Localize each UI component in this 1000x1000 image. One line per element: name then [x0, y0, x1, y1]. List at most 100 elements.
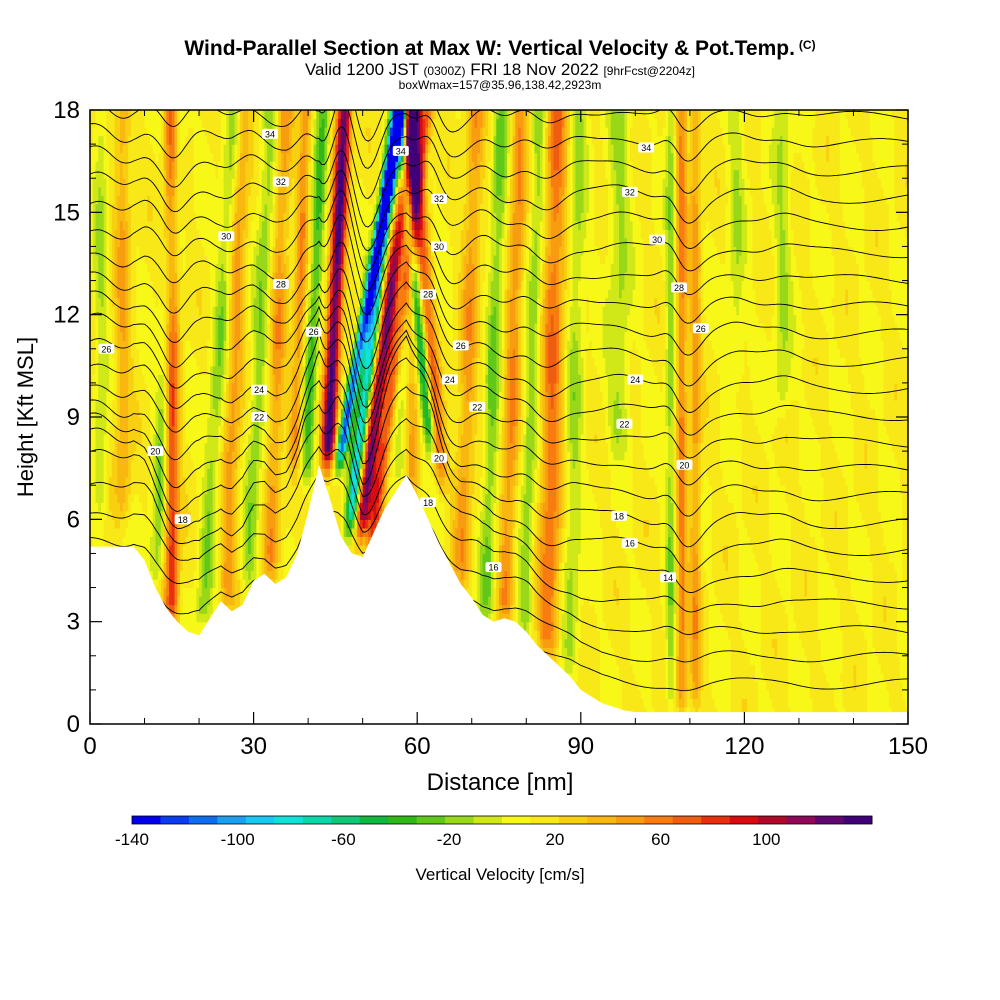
- w-cell: [109, 289, 113, 299]
- w-cell: [218, 263, 222, 273]
- w-cell: [158, 212, 162, 222]
- w-cell: [226, 220, 230, 230]
- w-cell: [190, 186, 195, 196]
- w-cell: [182, 314, 187, 324]
- w-cell: [256, 570, 260, 580]
- w-cell: [95, 135, 99, 145]
- w-cell: [122, 502, 127, 512]
- w-cell: [253, 536, 257, 546]
- w-cell: [114, 468, 118, 478]
- w-cell: [226, 357, 230, 367]
- w-cell: [204, 561, 208, 572]
- w-cell: [122, 229, 127, 239]
- w-cell: [182, 118, 187, 128]
- w-cell: [188, 553, 192, 563]
- w-cell: [95, 314, 99, 324]
- w-cell: [139, 382, 143, 393]
- w-cell: [245, 544, 249, 555]
- w-cell: [133, 468, 137, 478]
- w-cell: [220, 459, 225, 469]
- w-cell: [231, 297, 236, 307]
- w-cell: [103, 323, 107, 333]
- w-cell: [204, 459, 208, 469]
- w-cell: [144, 237, 148, 248]
- w-cell: [201, 485, 206, 495]
- w-cell: [149, 374, 154, 384]
- w-cell: [201, 553, 206, 563]
- w-cell: [158, 289, 162, 299]
- w-cell: [106, 135, 110, 145]
- w-cell: [259, 237, 263, 248]
- w-cell: [220, 544, 225, 555]
- w-cell: [158, 186, 162, 196]
- w-cell: [223, 536, 227, 546]
- w-cell: [171, 237, 176, 248]
- w-cell: [199, 254, 203, 265]
- w-cell: [199, 527, 203, 537]
- w-cell: [98, 127, 102, 137]
- w-cell: [212, 459, 217, 469]
- w-cell: [98, 323, 102, 333]
- w-cell: [174, 570, 178, 580]
- w-cell: [166, 587, 170, 597]
- w-cell: [125, 186, 129, 196]
- w-cell: [201, 297, 206, 307]
- w-cell: [185, 493, 189, 503]
- w-cell: [250, 348, 255, 358]
- w-cell: [90, 382, 94, 393]
- w-cell: [171, 331, 176, 341]
- w-cell: [174, 459, 178, 469]
- w-cell: [103, 434, 107, 444]
- w-cell: [128, 203, 132, 213]
- w-cell: [256, 118, 260, 128]
- w-cell: [204, 468, 208, 478]
- w-cell: [163, 127, 167, 137]
- w-cell: [152, 127, 157, 137]
- w-cell: [136, 152, 140, 162]
- w-cell: [109, 237, 113, 248]
- w-cell: [174, 229, 178, 239]
- w-cell: [253, 220, 257, 230]
- w-cell: [223, 203, 227, 213]
- w-cell: [261, 374, 266, 384]
- w-cell: [169, 553, 173, 563]
- w-cell: [245, 340, 249, 350]
- w-cell: [111, 459, 116, 469]
- w-cell: [190, 553, 195, 563]
- w-cell: [149, 417, 154, 427]
- w-cell: [212, 280, 217, 290]
- w-cell: [171, 561, 176, 572]
- w-cell: [103, 135, 107, 145]
- w-cell: [212, 587, 217, 597]
- w-cell: [256, 169, 260, 179]
- w-cell: [100, 178, 105, 188]
- w-cell: [163, 263, 167, 273]
- w-cell: [199, 536, 203, 546]
- w-cell: [139, 399, 143, 410]
- w-cell: [136, 502, 140, 512]
- w-cell: [141, 280, 146, 290]
- w-cell: [119, 527, 124, 537]
- w-cell: [103, 493, 107, 503]
- w-cell: [171, 417, 176, 427]
- w-cell: [163, 246, 167, 256]
- w-cell: [256, 357, 260, 367]
- w-cell: [125, 434, 129, 444]
- w-cell: [223, 152, 227, 162]
- w-cell: [152, 161, 157, 171]
- w-cell: [261, 314, 266, 324]
- w-cell: [95, 468, 99, 478]
- w-cell: [253, 493, 257, 503]
- w-cell: [166, 127, 170, 137]
- w-cell: [188, 348, 192, 358]
- w-cell: [139, 527, 143, 537]
- w-cell: [130, 442, 135, 452]
- w-cell: [141, 468, 146, 478]
- w-cell: [250, 331, 255, 341]
- w-cell: [237, 169, 241, 179]
- w-cell: [122, 280, 127, 290]
- w-cell: [166, 399, 170, 410]
- w-cell: [109, 306, 113, 316]
- w-cell: [259, 254, 263, 265]
- w-cell: [98, 280, 102, 290]
